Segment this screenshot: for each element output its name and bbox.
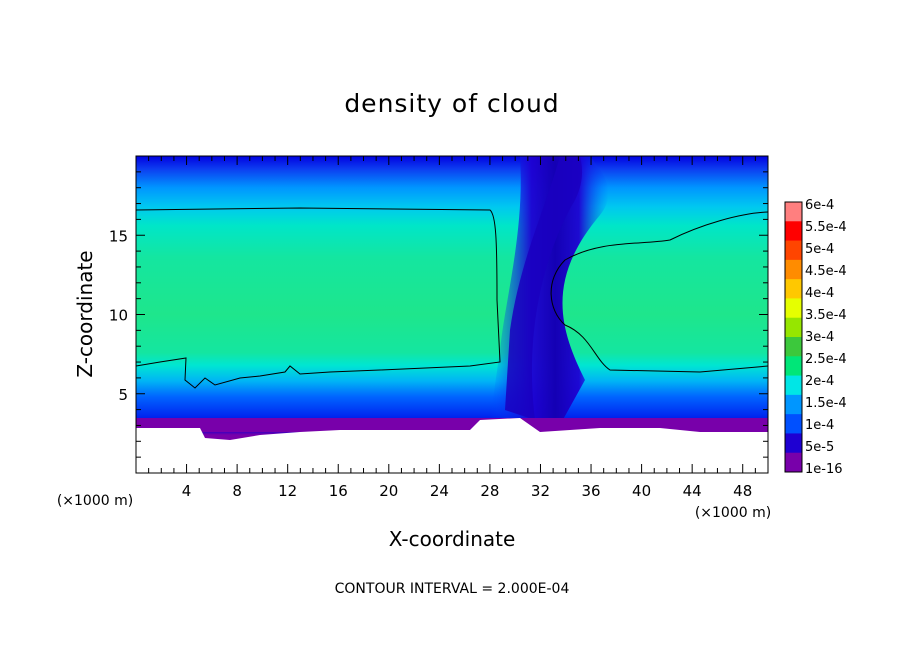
plume-core bbox=[505, 156, 583, 420]
colorbar-segment bbox=[785, 259, 802, 280]
colorbar-label: 1e-16 bbox=[805, 462, 843, 477]
x-axis: 4 8 12 16 20 24 28 32 36 40 44 48 bbox=[148, 156, 756, 500]
colorbar-segment bbox=[785, 202, 802, 222]
x-axis-label: X-coordinate bbox=[389, 527, 516, 551]
cloud-free-ground bbox=[136, 418, 768, 473]
colorbar-label: 4e-4 bbox=[805, 286, 834, 301]
colorbar-frame bbox=[784, 201, 803, 473]
contour-right bbox=[550, 211, 768, 373]
colorbar-label: 2.5e-4 bbox=[805, 352, 847, 367]
colorbar-segment bbox=[785, 394, 802, 415]
colorbar-segment bbox=[785, 356, 802, 377]
chart-title: density of cloud bbox=[344, 89, 559, 118]
colorbar-segment bbox=[785, 452, 802, 473]
colorbar-segment bbox=[785, 298, 802, 319]
x-axis-unit: (×1000 m) bbox=[695, 505, 771, 521]
colorbar-segment bbox=[785, 414, 802, 434]
x-tick-label: 20 bbox=[379, 482, 398, 500]
colorbar-label: 5e-4 bbox=[805, 242, 834, 257]
colorbar-label: 1e-4 bbox=[805, 418, 834, 433]
x-tick-label: 40 bbox=[632, 482, 651, 500]
x-tick-label: 16 bbox=[329, 482, 348, 500]
y-axis: 5 10 15 bbox=[109, 171, 768, 458]
colorbar-label: 4.5e-4 bbox=[805, 264, 847, 279]
colorbar-segment bbox=[785, 337, 802, 357]
y-tick-label: 10 bbox=[109, 307, 128, 325]
colorbar-segment bbox=[785, 221, 802, 242]
contour-left bbox=[136, 207, 501, 389]
colorbar-segment bbox=[785, 240, 802, 261]
colorbar-label: 6e-4 bbox=[805, 198, 834, 213]
plot-area bbox=[136, 156, 768, 473]
colorbar-label: 1.5e-4 bbox=[805, 396, 847, 411]
colorbar-segment bbox=[785, 279, 802, 299]
x-tick-label: 44 bbox=[683, 482, 702, 500]
x-tick-label: 12 bbox=[278, 482, 297, 500]
x-tick-label: 36 bbox=[581, 482, 600, 500]
x-tick-label: 48 bbox=[733, 482, 752, 500]
x-tick-label: 8 bbox=[232, 482, 242, 500]
colorbar: 6e-4 5.5e-4 5e-4 4.5e-4 4e-4 3.5e-4 3e-4 2.5e-4… bbox=[784, 198, 847, 477]
colorbar-segment bbox=[785, 375, 802, 396]
colorbar-label: 3.5e-4 bbox=[805, 308, 847, 323]
x-tick-label: 4 bbox=[182, 482, 192, 500]
y-tick-label: 15 bbox=[109, 227, 128, 245]
x-tick-label: 24 bbox=[430, 482, 449, 500]
colorbar-segment bbox=[785, 317, 802, 338]
colorbar-label: 2e-4 bbox=[805, 374, 834, 389]
contour-interval-note: CONTOUR INTERVAL = 2.000E-04 bbox=[335, 581, 570, 597]
x-tick-label: 32 bbox=[531, 482, 550, 500]
y-axis-label: Z-coordinate bbox=[73, 250, 97, 377]
colorbar-label: 5e-5 bbox=[805, 440, 834, 455]
colorbar-label: 3e-4 bbox=[805, 330, 834, 345]
y-axis-unit: (×1000 m) bbox=[57, 493, 133, 509]
x-tick-label: 28 bbox=[480, 482, 499, 500]
y-tick-label: 5 bbox=[118, 386, 128, 404]
colorbar-label: 5.5e-4 bbox=[805, 220, 847, 235]
colorbar-segment bbox=[785, 433, 802, 454]
